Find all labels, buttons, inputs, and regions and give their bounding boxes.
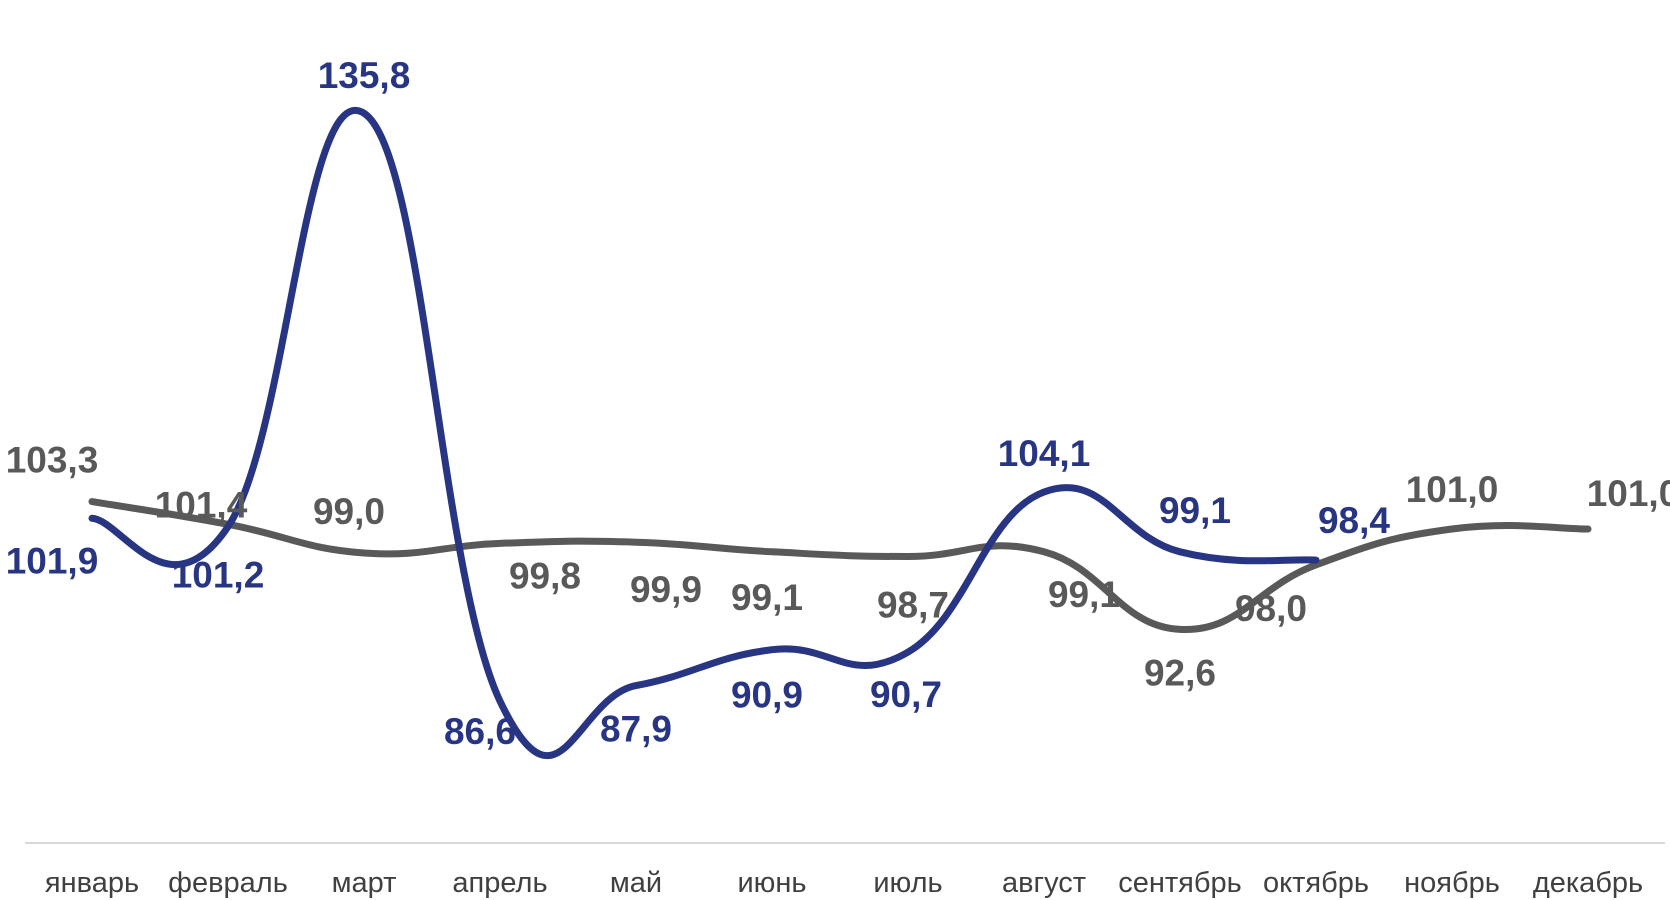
data-label-series-1-4: 99,8 xyxy=(509,555,581,596)
data-label-series-1-6: 99,1 xyxy=(731,577,803,618)
x-tick-label: октябрь xyxy=(1263,867,1369,899)
x-tick-label: август xyxy=(1002,867,1086,899)
series-line-2 xyxy=(88,106,1320,760)
data-label-series-1-5: 99,9 xyxy=(630,569,702,610)
x-tick-label: сентябрь xyxy=(1118,867,1241,899)
x-tick-label: март xyxy=(332,867,397,899)
data-label-series-2-2: 101,2 xyxy=(172,555,265,596)
data-label-series-1-7: 98,7 xyxy=(877,585,949,626)
data-label-series-1-9: 92,6 xyxy=(1144,652,1216,693)
x-tick-label: февраль xyxy=(168,867,288,899)
data-label-series-2-6: 90,9 xyxy=(731,675,803,716)
data-label-series-2-10: 98,4 xyxy=(1318,500,1390,541)
data-label-series-1-10: 98,0 xyxy=(1235,588,1307,629)
data-label-series-2-8: 104,1 xyxy=(998,433,1091,474)
data-label-series-1-8: 99,1 xyxy=(1048,574,1120,615)
data-label-series-1-1: 103,3 xyxy=(6,440,99,481)
x-tick-label: ноябрь xyxy=(1404,867,1500,899)
data-label-series-2-7: 90,7 xyxy=(870,674,942,715)
data-label-series-2-1: 101,9 xyxy=(6,540,99,581)
x-tick-label: май xyxy=(610,867,662,899)
data-label-series-1-12: 101,0 xyxy=(1587,473,1670,514)
data-label-series-2-5: 87,9 xyxy=(600,709,672,750)
data-label-series-2-3: 135,8 xyxy=(318,55,411,96)
x-tick-label: январь xyxy=(45,867,139,899)
x-tick-labels: январь февраль март апрель май июнь июль август… xyxy=(45,867,1643,899)
data-label-series-1-11: 101,0 xyxy=(1406,469,1499,510)
data-labels: 103,3 101,4 99,0 99,8 99,9 99,1 98,7 99,1 92,6 98… xyxy=(6,55,1670,752)
x-tick-label: июнь xyxy=(737,867,806,899)
series-lines xyxy=(88,106,1592,760)
data-label-series-2-4: 86,6 xyxy=(444,711,516,752)
x-tick-label: декабрь xyxy=(1533,867,1643,899)
data-label-series-1-2: 101,4 xyxy=(155,484,248,525)
data-label-series-1-3: 99,0 xyxy=(313,491,385,532)
series-line-1 xyxy=(88,498,1592,633)
x-tick-label: июль xyxy=(873,867,942,899)
x-tick-label: апрель xyxy=(452,867,547,899)
data-label-series-2-9: 99,1 xyxy=(1159,490,1231,531)
